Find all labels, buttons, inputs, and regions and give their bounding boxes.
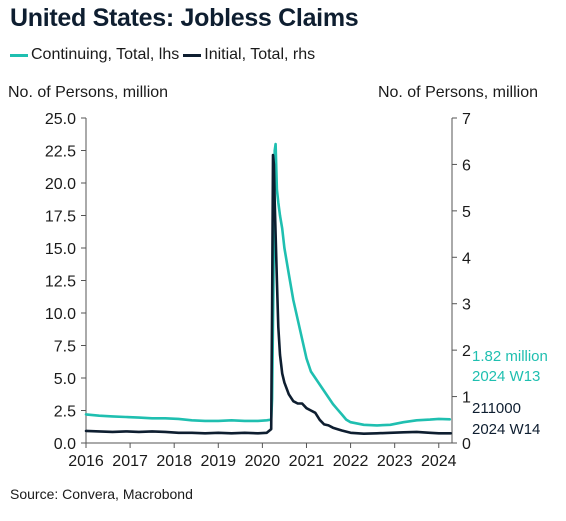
left-tick-label: 7.5 [54,339,76,356]
legend: Continuing, Total, lhs Initial, Total, r… [10,46,319,64]
legend-swatch-continuing [10,53,28,57]
legend-label-initial: Initial, Total, rhs [204,46,316,63]
x-tick-label: 2021 [289,453,325,470]
x-axis: 2016 2017 2018 2019 2020 2021 2022 2023 2024 [68,442,457,470]
x-tick-label: 2020 [245,453,281,470]
legend-item-continuing: Continuing, Total, lhs [10,46,179,64]
left-tick-label: 17.5 [45,209,76,226]
right-axis-title: No. of Persons, million [377,84,538,101]
left-axis-title: No. of Persons, million [8,84,169,101]
x-tick-label: 2022 [333,453,369,470]
left-tick-label: 12.5 [45,274,76,291]
right-tick-label: 3 [462,297,471,314]
left-tick-label: 10.0 [45,306,76,323]
x-tick-label: 2018 [156,453,192,470]
legend-label-continuing: Continuing, Total, lhs [31,46,180,63]
x-tick-label: 2024 [421,453,457,470]
x-tick-label: 2019 [200,453,236,470]
legend-swatch-initial [183,53,202,57]
x-tick-label: 2016 [68,453,104,470]
left-axis: 0.0 2.5 5.0 7.5 10.0 12.5 15.0 17.5 20.0 22.5 25.0 [45,111,87,453]
source-note: Source: Convera, Macrobond [10,486,193,502]
right-tick-label: 4 [462,250,471,267]
right-tick-label: 1 [462,390,471,407]
series-line-continuing [84,142,452,427]
legend-item-initial: Initial, Total, rhs [183,46,315,64]
left-tick-label: 5.0 [54,371,76,388]
x-tick-label: 2017 [112,453,148,470]
annotation-initial-value: 211000 [472,400,521,417]
right-tick-label: 0 [462,436,471,453]
annotation-layer: 1.82 million 2024 W13 211000 2024 W14 [472,348,548,438]
right-tick-label: 2 [462,343,471,360]
right-tick-label: 6 [462,157,471,174]
left-tick-label: 15.0 [45,241,76,258]
left-tick-label: 2.5 [54,404,76,421]
left-tick-label: 20.0 [45,176,76,193]
right-tick-label: 7 [462,111,471,128]
annotation-continuing-value: 1.82 million [472,348,548,365]
chart-title: United States: Jobless Claims [10,4,359,32]
left-tick-label: 25.0 [45,111,76,128]
right-tick-label: 5 [462,204,471,221]
left-tick-label: 0.0 [54,436,76,453]
series-layer [84,142,453,436]
left-tick-label: 22.5 [45,144,76,161]
x-tick-label: 2023 [377,453,413,470]
right-axis: 0 1 2 3 4 5 6 7 [451,111,471,453]
series-line-initial [84,153,453,436]
annotation-initial-period: 2024 W14 [472,421,540,438]
annotation-continuing-period: 2024 W13 [472,368,540,385]
